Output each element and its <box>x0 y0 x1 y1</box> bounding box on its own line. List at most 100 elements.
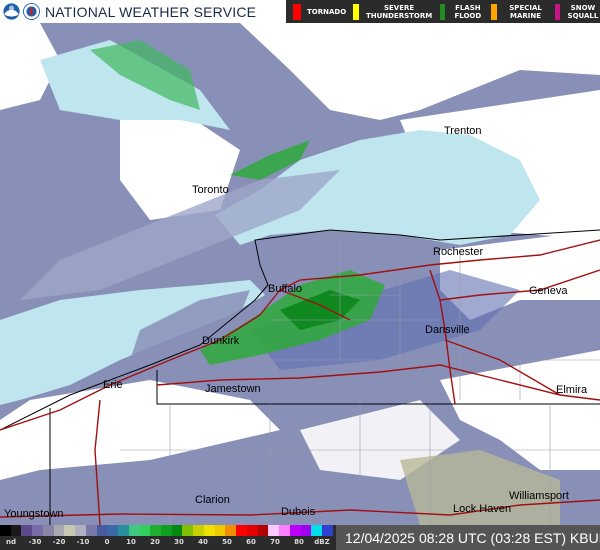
tick-label: 0 <box>104 538 110 546</box>
color-bar-swatch <box>75 525 86 536</box>
color-bar-swatch <box>246 525 258 536</box>
tick-label: 20 <box>150 538 160 546</box>
color-bar-swatch <box>21 525 33 536</box>
warning-label: SNOW SQUALL <box>567 3 599 20</box>
warning-swatch <box>491 3 497 20</box>
color-bar-swatch <box>279 525 290 536</box>
color-bar-swatch <box>322 525 333 536</box>
color-bar-swatch <box>171 525 183 536</box>
tick-label: -20 <box>52 538 66 546</box>
warning-swatch <box>293 3 301 20</box>
warning-label: SPECIAL MARINE <box>509 3 542 20</box>
moderate-echo <box>90 40 200 110</box>
city-label: Trenton <box>444 125 482 137</box>
county-lines <box>120 240 600 525</box>
color-bar-swatch <box>268 525 280 536</box>
city-label: Elmira <box>556 384 588 396</box>
warning-label: FLASH FLOOD <box>454 3 482 20</box>
color-bar-swatch <box>53 525 65 536</box>
city-label: Erie <box>103 379 123 391</box>
city-label: Williamsport <box>509 490 569 502</box>
warning-item: FLASH FLOOD <box>440 3 484 20</box>
tick-label: 70 <box>270 538 280 546</box>
nws-logo-icon <box>23 3 40 20</box>
borders <box>0 229 600 525</box>
color-bar-swatch <box>193 525 204 536</box>
city-label: Youngstown <box>4 508 64 520</box>
color-bar-swatch <box>128 525 140 536</box>
moderate-echo <box>230 140 310 180</box>
warning-item: TORNADO <box>293 3 347 20</box>
warning-item: SPECIAL MARINE <box>491 3 548 20</box>
header: NATIONAL WEATHER SERVICE TORNADO SEVERE T… <box>0 0 600 23</box>
color-bar-swatch <box>161 525 172 536</box>
color-bar-swatch <box>64 525 76 536</box>
clear-area <box>240 23 600 120</box>
warning-legend: TORNADO SEVERE THUNDERSTORM FLASH FLOOD SPE… <box>286 0 600 23</box>
title-area: NATIONAL WEATHER SERVICE <box>0 0 286 23</box>
warning-item: SNOW SQUALL <box>555 3 600 20</box>
tick-label: 50 <box>222 538 232 546</box>
color-bar-swatch <box>225 525 237 536</box>
light-echo-band <box>400 450 560 525</box>
clear-area <box>0 23 60 110</box>
color-bar-swatch <box>0 525 11 536</box>
lake-huron <box>40 40 230 130</box>
clear-area <box>440 350 600 470</box>
color-bar-swatch <box>42 525 54 536</box>
clear-area <box>120 110 240 220</box>
warning-swatch <box>555 3 560 20</box>
color-bar-ticks: nd -30 -20 -10 0 10 20 30 40 50 60 70 80 dBZ <box>0 537 336 549</box>
color-bar-swatch <box>32 525 43 536</box>
dbz-color-legend: nd -30 -20 -10 0 10 20 30 40 50 60 70 80 dBZ <box>0 525 336 550</box>
color-bar-swatch <box>300 525 312 536</box>
tick-label: 10 <box>126 538 136 546</box>
city-label: Dansville <box>425 324 470 336</box>
color-bar-swatch <box>107 525 119 536</box>
color-bar-swatch <box>182 525 194 536</box>
city-label: Buffalo <box>268 283 303 295</box>
warning-label: SEVERE THUNDERSTORM <box>365 3 433 20</box>
radar-map[interactable] <box>0 23 600 525</box>
color-bar-swatch <box>311 525 323 536</box>
tick-label: 40 <box>198 538 208 546</box>
color-bar-swatch <box>236 525 247 536</box>
tick-label: -30 <box>28 538 42 546</box>
warning-item: SEVERE THUNDERSTORM <box>353 3 433 20</box>
tick-label: 30 <box>174 538 184 546</box>
light-echo-band <box>20 170 340 300</box>
tick-label: nd <box>6 538 16 546</box>
color-bar-swatch <box>214 525 226 536</box>
city-label: Geneva <box>529 285 568 297</box>
city-label: Toronto <box>192 184 229 196</box>
highways <box>0 239 600 525</box>
tick-label: -10 <box>76 538 90 546</box>
tick-label: dBZ <box>314 538 330 546</box>
color-bar-swatch <box>150 525 162 536</box>
color-bar-swatch <box>203 525 215 536</box>
city-label: Lock Haven <box>453 503 512 515</box>
city-label: Dunkirk <box>202 335 240 347</box>
warning-swatch <box>440 3 446 20</box>
tick-label: 80 <box>294 538 304 546</box>
timestamp: 12/04/2025 08:28 UTC (03:28 EST) KBUF <box>336 525 600 550</box>
tick-label: 60 <box>246 538 256 546</box>
city-label: Rochester <box>433 246 484 258</box>
color-bar-swatch <box>289 525 301 536</box>
page-title: NATIONAL WEATHER SERVICE <box>45 3 257 20</box>
color-bar-swatch <box>139 525 151 536</box>
city-label: Dubois <box>281 506 316 518</box>
lake-ontario <box>215 130 540 245</box>
lake-erie-echo <box>130 290 250 360</box>
color-bar-swatch <box>257 525 269 536</box>
color-bar-swatch <box>118 525 129 536</box>
warning-swatch <box>353 3 359 20</box>
color-bar-swatch <box>96 525 108 536</box>
color-bar-swatch <box>10 525 22 536</box>
color-bar-swatch <box>85 525 97 536</box>
color-bar <box>0 525 333 536</box>
warning-label: TORNADO <box>307 7 347 16</box>
city-label: Jamestown <box>205 383 261 395</box>
noaa-logo-icon <box>3 3 20 20</box>
city-label: Clarion <box>195 494 230 506</box>
